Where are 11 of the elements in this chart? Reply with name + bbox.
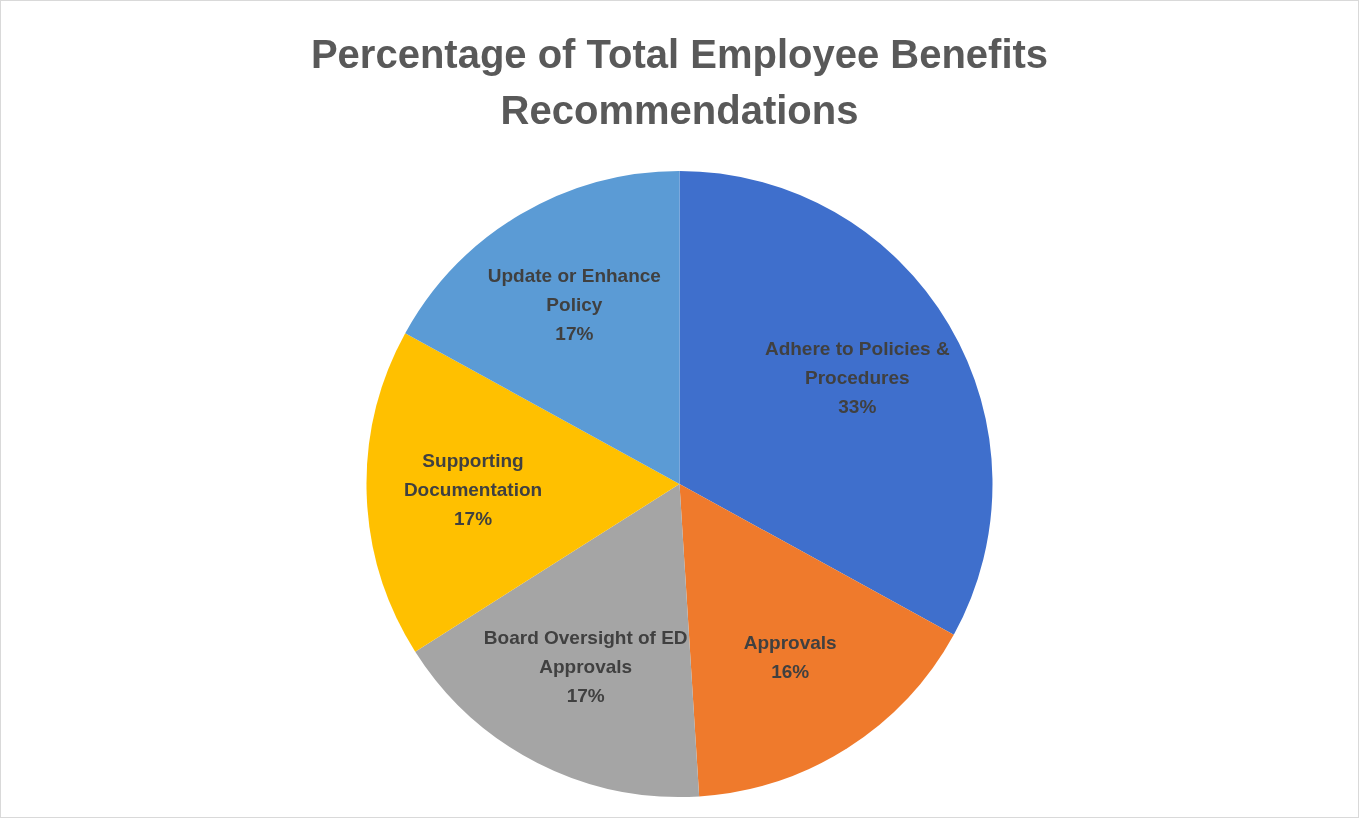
data-label: 17% [454, 507, 493, 529]
data-label: 33% [838, 396, 877, 418]
chart-title: Percentage of Total Employee Benefits Recommendations [310, 32, 1049, 133]
slice-label: Adhere to Policies & Procedures [764, 338, 950, 389]
data-label: 17% [566, 685, 605, 707]
slice-label: Board Oversight of ED Approvals [483, 627, 688, 678]
data-label: 17% [555, 323, 594, 345]
slice-label: Approvals [743, 632, 837, 654]
slice-label: Update or Enhance Policy [487, 265, 661, 316]
data-label: 16% [771, 661, 810, 683]
slice-label: Supporting Documentation [403, 449, 543, 500]
